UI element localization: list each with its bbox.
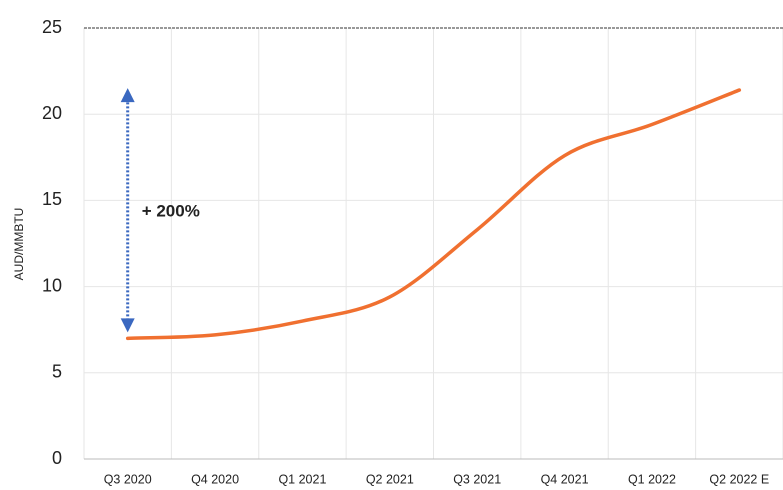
- x-tick-label: Q2 2021: [366, 472, 414, 486]
- x-tick-label: Q2 2022 E: [709, 472, 769, 486]
- x-tick-label: Q4 2021: [541, 472, 589, 486]
- y-tick-label: 20: [42, 103, 62, 123]
- y-tick-label: 25: [42, 17, 62, 37]
- x-tick-label: Q1 2021: [278, 472, 326, 486]
- y-tick-label: 15: [42, 189, 62, 209]
- x-tick-label: Q4 2020: [191, 472, 239, 486]
- annotation: + 200%: [142, 202, 200, 221]
- x-tick-label: Q3 2020: [104, 472, 152, 486]
- x-tick-label: Q1 2022: [628, 472, 676, 486]
- arrow-head: [120, 88, 135, 103]
- arrow-head: [120, 318, 135, 333]
- y-tick-label: 5: [52, 362, 62, 382]
- y-tick-label: 10: [42, 275, 62, 295]
- y-tick-label: 0: [52, 448, 62, 468]
- y-axis-label: AUD/MMBTU: [12, 208, 26, 281]
- line: [125, 88, 742, 341]
- x-tick-label: Q3 2021: [453, 472, 501, 486]
